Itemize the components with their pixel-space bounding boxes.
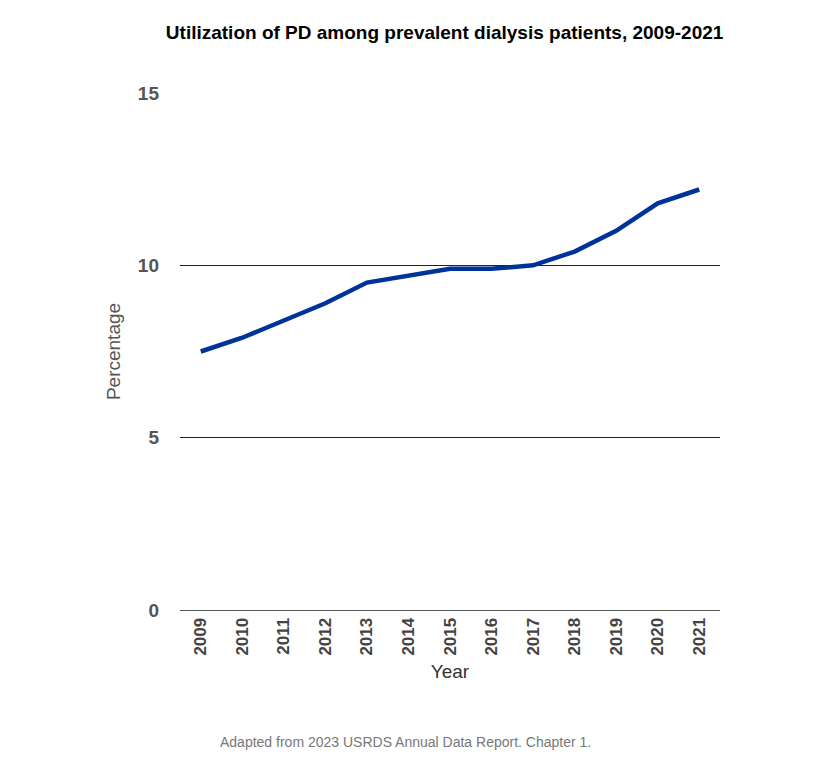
svg-text:5: 5	[148, 427, 159, 448]
svg-text:Adapted from 2023 USRDS Annual: Adapted from 2023 USRDS Annual Data Repo…	[220, 734, 591, 750]
svg-text:2015: 2015	[441, 618, 460, 656]
svg-text:2013: 2013	[357, 618, 376, 656]
svg-text:2012: 2012	[316, 618, 335, 656]
svg-text:2019: 2019	[607, 618, 626, 656]
svg-text:2011: 2011	[274, 618, 293, 655]
svg-text:2021: 2021	[690, 618, 709, 656]
svg-text:Utilization of PD among preval: Utilization of PD among prevalent dialys…	[166, 22, 724, 43]
svg-text:0: 0	[148, 600, 159, 621]
svg-text:2016: 2016	[482, 618, 501, 656]
svg-text:2014: 2014	[399, 617, 418, 655]
svg-text:Year: Year	[431, 661, 470, 682]
svg-text:Percentage: Percentage	[103, 303, 124, 400]
svg-text:2010: 2010	[233, 618, 252, 656]
svg-text:2009: 2009	[191, 618, 210, 656]
svg-text:2018: 2018	[565, 618, 584, 656]
svg-text:10: 10	[138, 255, 159, 276]
svg-text:2020: 2020	[648, 618, 667, 656]
svg-text:15: 15	[138, 83, 160, 104]
svg-text:2017: 2017	[524, 618, 543, 656]
